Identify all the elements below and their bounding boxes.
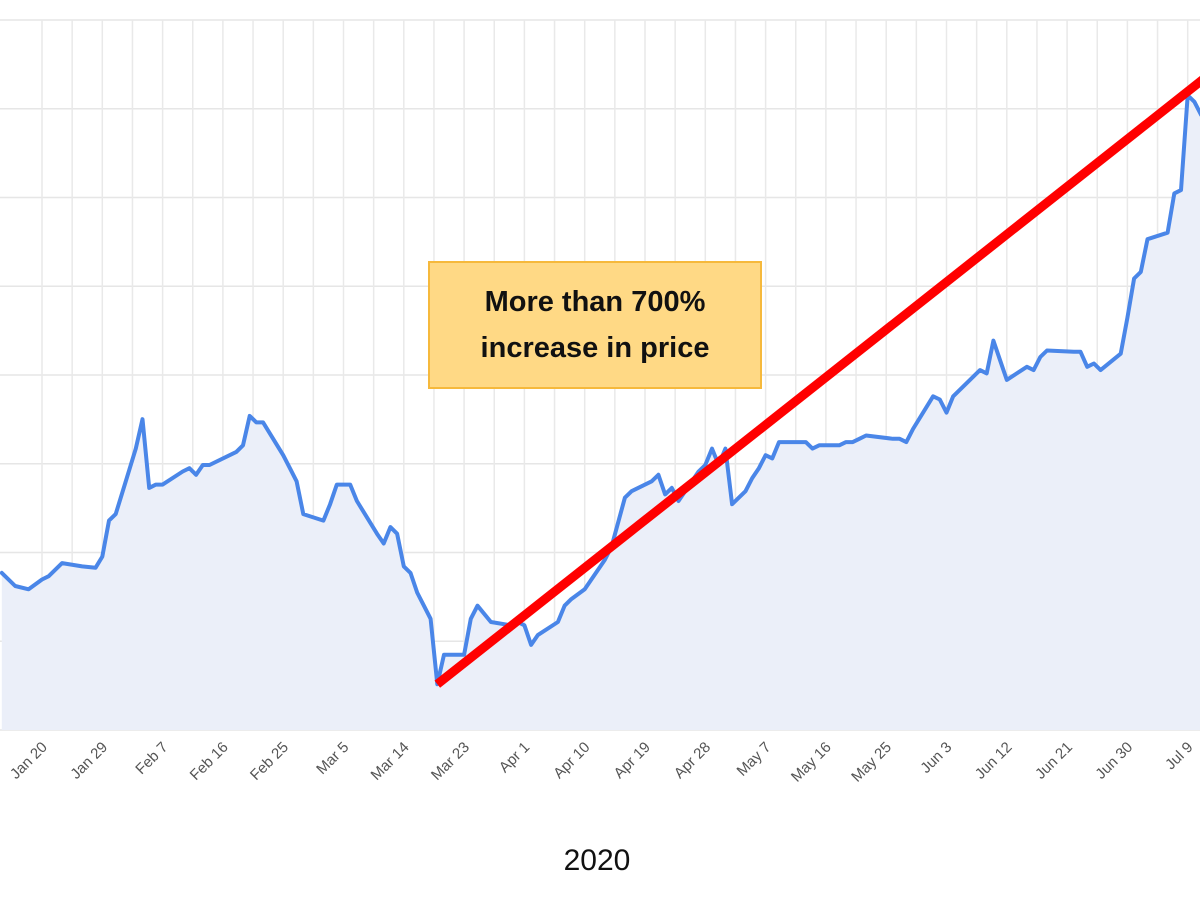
trend-line	[434, 76, 1200, 688]
callout-line-2: increase in price	[480, 332, 710, 364]
x-tick-label: Feb 16	[187, 739, 232, 784]
x-tick-label: Mar 5	[313, 739, 352, 778]
callout-line-1: More than 700%	[484, 285, 706, 318]
x-tick-label: Mar 14	[368, 739, 413, 784]
x-tick-label: Jul 9	[1162, 739, 1196, 773]
x-tick-label: May 16	[788, 739, 835, 786]
x-tick-label: May 7	[734, 739, 775, 780]
x-tick-label: Apr 1	[496, 739, 533, 776]
x-tick-label: Jun 30	[1092, 739, 1136, 783]
x-tick-label: Jan 29	[67, 739, 111, 783]
x-axis-tick-labels: Jan 20 Jan 29 Feb 7 Feb 16 Feb 25 Mar 5 Mar 14…	[7, 739, 1197, 786]
x-axis-title: 2020	[564, 844, 631, 877]
x-tick-label: Feb 7	[132, 739, 171, 778]
x-tick-label: Jan 20	[7, 739, 51, 783]
x-tick-label: Mar 23	[428, 739, 473, 784]
x-tick-label: May 25	[848, 739, 895, 786]
x-tick-label: Apr 10	[550, 739, 593, 782]
x-tick-label: Apr 28	[671, 739, 714, 782]
x-tick-label: Jun 12	[972, 739, 1016, 783]
x-tick-label: Feb 25	[247, 739, 292, 784]
x-tick-label: Jun 3	[917, 739, 955, 777]
price-area-fill	[1, 95, 1200, 730]
price-line	[0, 93, 1200, 687]
price-increase-callout: More than 700% increase in price	[428, 261, 762, 389]
x-tick-label: Jun 21	[1032, 739, 1076, 783]
x-tick-label: Apr 19	[611, 739, 654, 782]
